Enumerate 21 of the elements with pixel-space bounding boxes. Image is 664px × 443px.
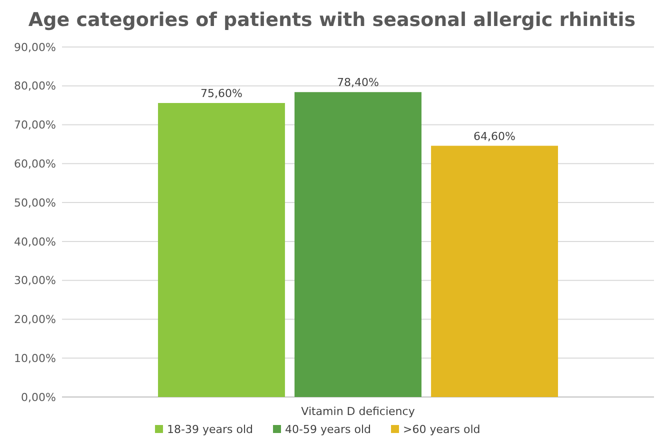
legend-label: 40-59 years old [285,423,371,436]
data-label: 64,60% [474,130,516,143]
legend-label: >60 years old [403,423,480,436]
bar [158,103,285,397]
y-tick-label: 70,00% [14,118,56,132]
y-tick-label: 30,00% [14,274,56,288]
y-tick-label: 80,00% [14,80,56,93]
legend-label: 18-39 years old [167,423,253,436]
y-tick-label: 90,00% [14,40,56,54]
y-tick-label: 60,00% [14,158,56,171]
y-tick-label: 0,00% [21,390,56,404]
chart-title: Age categories of patients with seasonal allergic rhinitis [28,9,636,31]
data-label: 78,40% [337,76,379,90]
x-tick-label: Vitamin D deficiency [301,405,416,418]
bar [294,92,422,397]
y-tick-label: 50,00% [14,196,56,210]
y-tick-label: 40,00% [14,235,56,248]
data-label: 75,60% [200,87,242,100]
y-tick-label: 10,00% [14,352,56,365]
y-tick-label: 20,00% [14,313,56,326]
bar [431,146,558,397]
